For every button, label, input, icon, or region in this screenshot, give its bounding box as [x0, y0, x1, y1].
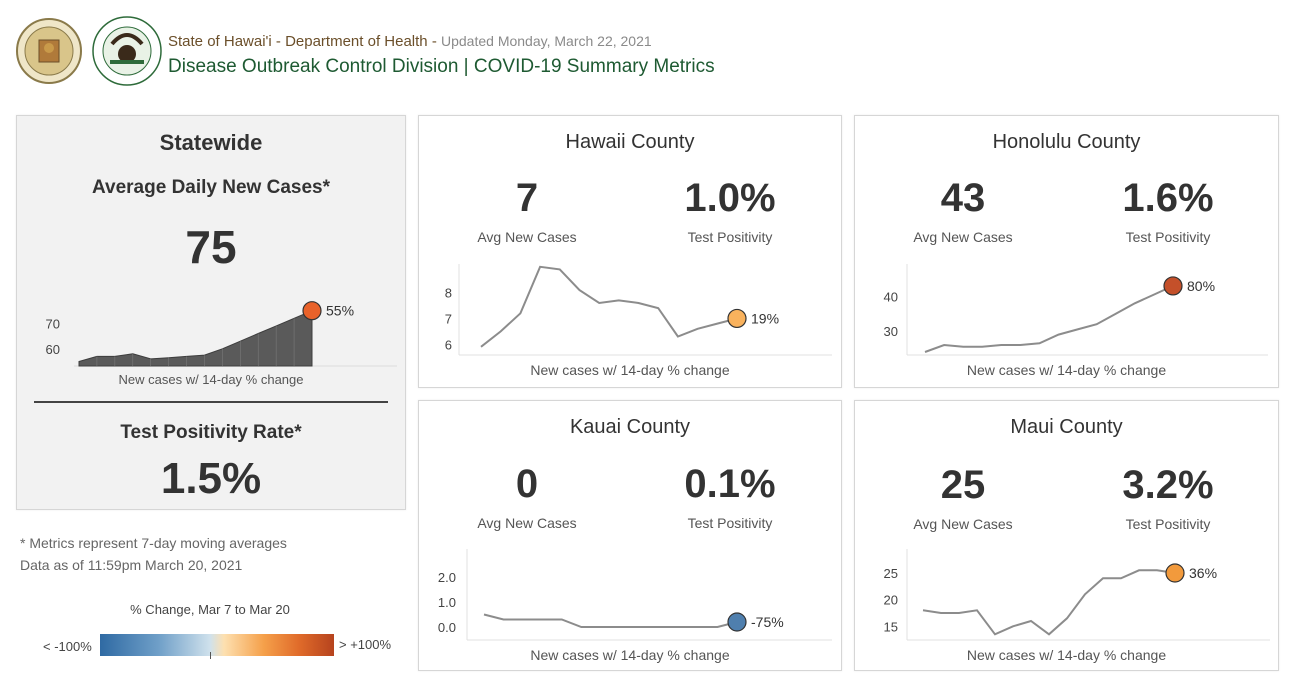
y-tick-label: 2.0	[438, 570, 456, 585]
footnote-data-as-of: Data as of 11:59pm March 20, 2021	[20, 557, 243, 573]
positivity-label: Test Positivity Rate*	[120, 422, 302, 443]
y-tick-label: 70	[46, 316, 60, 331]
county-cases: 7	[515, 176, 539, 220]
doh-seal	[92, 16, 162, 86]
county-cases-label: Avg New Cases	[477, 229, 577, 245]
divider	[34, 401, 388, 403]
y-tick-label: 30	[884, 324, 898, 339]
y-tick-label: 15	[884, 619, 898, 634]
statewide-cases-value: 75	[185, 221, 237, 273]
county-card-honolulu: Honolulu County 43 Avg New Cases 1.6% Te…	[854, 115, 1279, 388]
statewide-card: Statewide Average Daily New Cases* 75 60…	[16, 115, 406, 510]
change-marker-dot	[302, 301, 322, 321]
y-tick-label: 60	[46, 342, 60, 357]
change-label: 36%	[1189, 565, 1217, 581]
y-tick-label: 6	[445, 337, 452, 352]
y-tick-label: 20	[884, 593, 898, 608]
legend-title: % Change, Mar 7 to Mar 20	[130, 602, 290, 617]
county-cases-label: Avg New Cases	[913, 516, 1013, 532]
county-chart-caption: New cases w/ 14-day % change	[966, 362, 1167, 378]
footnote-averages: * Metrics represent 7-day moving average…	[20, 535, 287, 551]
y-tick-label: 25	[884, 566, 898, 581]
series-line	[924, 284, 1174, 353]
y-tick-label: 1.0	[438, 595, 456, 610]
county-chart: 15 20 25 36%	[884, 549, 1270, 641]
county-cases-label: Avg New Cases	[913, 229, 1013, 245]
legend-gradient	[100, 634, 334, 656]
agency-text: State of Hawai'i - Department of Health …	[168, 33, 437, 50]
legend-high-label: > +100%	[339, 637, 392, 652]
change-marker-dot	[727, 612, 747, 632]
change-label: 19%	[751, 310, 779, 326]
y-tick-label: 40	[884, 289, 898, 304]
y-tick-label: 8	[445, 286, 452, 301]
county-name: Maui County	[1010, 416, 1123, 438]
page-title: Disease Outbreak Control Division | COVI…	[168, 56, 715, 77]
state-seal	[16, 18, 82, 84]
county-positivity: 1.0%	[684, 176, 776, 220]
statewide-title: Statewide	[159, 130, 263, 155]
county-name: Honolulu County	[992, 131, 1141, 153]
series-line	[483, 613, 738, 628]
county-positivity: 1.6%	[1122, 176, 1214, 220]
county-chart: 0.0 1.0 2.0 -75%	[438, 549, 832, 641]
change-marker-dot	[727, 308, 747, 329]
series-line	[480, 265, 738, 348]
county-chart: 30 40 80%	[884, 264, 1268, 356]
county-name: Kauai County	[569, 416, 691, 438]
county-cases: 25	[940, 463, 986, 507]
legend-low-label: < -100%	[43, 639, 92, 654]
county-positivity: 0.1%	[684, 462, 776, 506]
change-label: 55%	[326, 303, 354, 319]
county-card-maui: Maui County 25 Avg New Cases 3.2% Test P…	[854, 400, 1279, 671]
county-chart: 6 7 8 19%	[445, 264, 832, 356]
county-card-hawaii: Hawaii County 7 Avg New Cases 1.0% Test …	[418, 115, 842, 388]
statewide-cases-label: Average Daily New Cases*	[92, 177, 330, 198]
change-marker-dot	[1163, 276, 1183, 296]
series-line	[922, 569, 1176, 636]
y-tick-label: 0.0	[438, 620, 456, 635]
series-area	[78, 309, 313, 367]
updated-text: Updated Monday, March 22, 2021	[441, 33, 652, 49]
legend-midpoint	[210, 652, 211, 659]
county-chart-caption: New cases w/ 14-day % change	[530, 647, 730, 663]
positivity-value: 1.5%	[160, 454, 262, 503]
county-positivity-label: Test Positivity	[687, 229, 773, 245]
county-chart-caption: New cases w/ 14-day % change	[966, 647, 1167, 663]
header-agency: State of Hawai'i - Department of Health …	[168, 33, 652, 50]
y-tick-label: 7	[445, 311, 452, 326]
county-card-kauai: Kauai County 0 Avg New Cases 0.1% Test P…	[418, 400, 842, 671]
county-positivity-label: Test Positivity	[1125, 516, 1211, 532]
county-positivity-label: Test Positivity	[687, 515, 773, 531]
county-cases: 43	[940, 176, 986, 220]
county-chart-caption: New cases w/ 14-day % change	[530, 362, 730, 378]
county-cases-label: Avg New Cases	[477, 515, 577, 531]
change-marker-dot	[1165, 563, 1185, 583]
county-positivity-label: Test Positivity	[1125, 229, 1211, 245]
county-positivity: 3.2%	[1122, 463, 1214, 507]
statewide-chart-caption: New cases w/ 14-day % change	[118, 372, 304, 387]
change-label: -75%	[751, 614, 784, 630]
statewide-chart: 60 70 55%	[46, 301, 397, 367]
county-cases: 0	[515, 462, 539, 506]
change-label: 80%	[1187, 278, 1215, 294]
county-name: Hawaii County	[565, 131, 695, 153]
